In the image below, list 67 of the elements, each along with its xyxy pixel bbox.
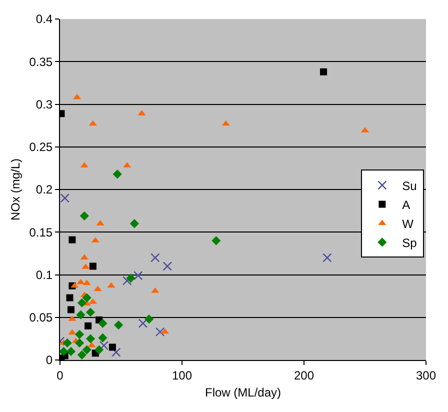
x-tick-label: 0	[56, 368, 64, 382]
point	[62, 338, 72, 348]
point	[84, 322, 92, 330]
point	[98, 333, 108, 342]
point	[82, 293, 92, 302]
y-tick-label: 0	[46, 353, 53, 368]
point	[89, 262, 96, 270]
point	[107, 282, 116, 288]
point	[320, 68, 328, 76]
point	[130, 219, 139, 228]
point	[66, 346, 76, 356]
point	[70, 282, 79, 288]
point	[151, 287, 160, 293]
x-tick-label: 200	[294, 368, 314, 382]
point	[94, 345, 104, 354]
point	[138, 318, 148, 328]
point	[86, 334, 96, 344]
y-tick-label: 0.35	[29, 54, 53, 69]
point	[126, 274, 136, 283]
y-tick-label: 0.25	[29, 140, 53, 154]
point	[82, 345, 92, 354]
point	[77, 298, 87, 308]
point	[86, 308, 96, 317]
point	[322, 253, 332, 262]
point	[67, 306, 74, 314]
x-axis-title: Flow (ML/day)	[204, 385, 282, 400]
y-tick-label: 0.4	[36, 12, 53, 26]
point	[162, 262, 172, 271]
y-tick-label: 0.05	[29, 310, 53, 325]
y-tick-label: 0.2	[36, 182, 53, 197]
legend-label: Sp	[402, 236, 418, 250]
point	[80, 211, 89, 220]
point	[74, 338, 84, 348]
point	[144, 314, 154, 324]
point	[73, 94, 82, 100]
point	[60, 193, 70, 203]
point	[98, 318, 108, 328]
legend-label: A	[402, 198, 410, 212]
point	[66, 294, 74, 302]
point	[155, 327, 165, 336]
point	[60, 346, 68, 356]
point	[212, 236, 221, 246]
point	[68, 236, 76, 244]
point	[99, 340, 109, 350]
legend-label: W	[402, 216, 414, 231]
point	[88, 120, 97, 126]
legend-label: Su	[402, 178, 417, 193]
x-tick-label: 100	[172, 368, 192, 382]
y-tick-label: 0.1	[36, 268, 53, 282]
x-tick-label: 300	[416, 368, 436, 382]
y-axis-title: NOx (mg/L)	[8, 158, 23, 221]
point	[74, 330, 84, 339]
point	[112, 348, 121, 357]
point	[160, 328, 169, 334]
point	[112, 170, 122, 179]
point	[133, 271, 143, 280]
point	[222, 120, 230, 126]
point	[122, 276, 132, 286]
point	[150, 253, 160, 262]
point	[82, 280, 91, 286]
y-tick-label: 0.15	[29, 225, 53, 240]
point	[114, 320, 124, 330]
point	[76, 278, 85, 284]
point	[108, 344, 116, 351]
point	[77, 350, 87, 360]
point	[76, 310, 86, 320]
y-tick-label: 0.3	[36, 97, 53, 112]
